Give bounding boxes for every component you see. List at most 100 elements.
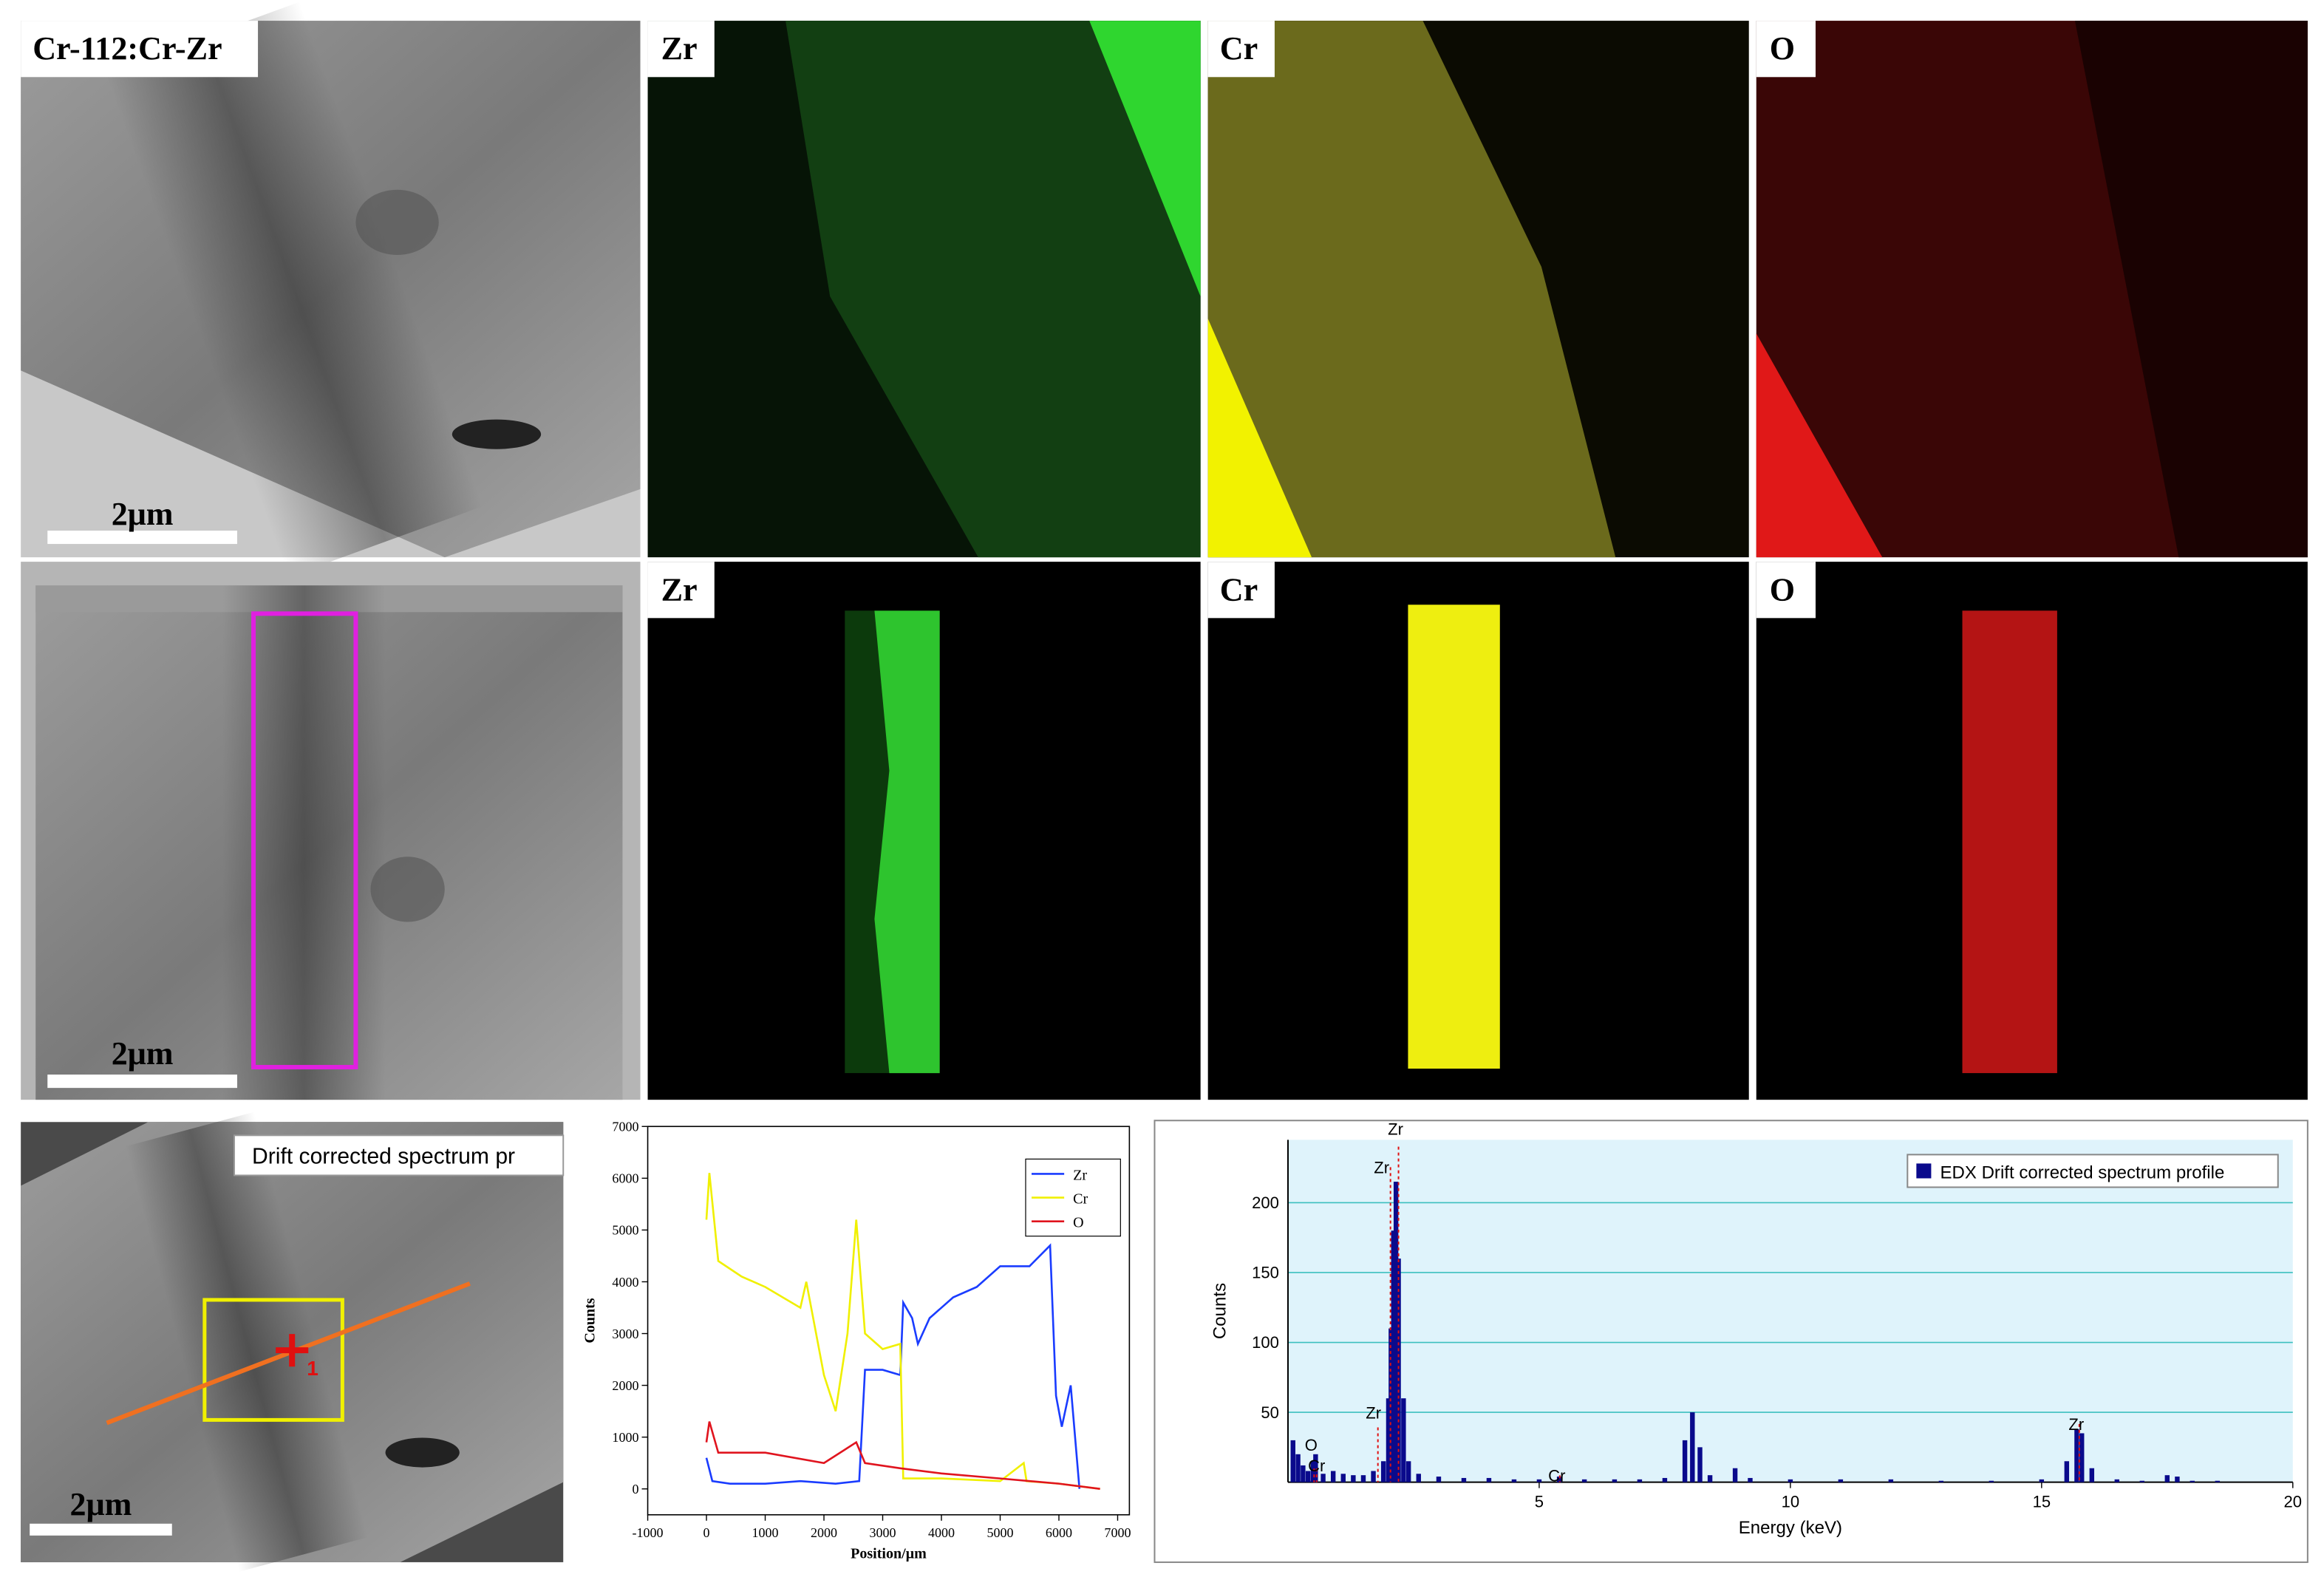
spectrum-bar xyxy=(1386,1398,1391,1482)
spectrum-bar xyxy=(1732,1468,1738,1482)
x-tick-label: -1000 xyxy=(632,1525,663,1540)
x-tick-label: 4000 xyxy=(928,1525,955,1540)
spectrum-bar xyxy=(1697,1447,1703,1482)
x-axis-label: Energy (keV) xyxy=(1739,1518,1842,1538)
sem-image: 1 Drift corrected spectrum pr 2μm xyxy=(21,1111,565,1572)
scale-bar-label: 2μm xyxy=(112,1035,174,1072)
peak-label: Zr xyxy=(1366,1403,1381,1422)
peak-label: O xyxy=(1305,1436,1318,1454)
y-tick-label: 3000 xyxy=(612,1327,638,1341)
panel-label: O xyxy=(1770,571,1795,607)
spectrum-bar xyxy=(1310,1461,1316,1482)
spectrum-bar xyxy=(1351,1475,1356,1482)
spectrum-bar xyxy=(2164,1475,2170,1482)
data-line xyxy=(705,1173,1100,1490)
spectrum-bar xyxy=(1612,1479,1618,1482)
cr-map: Cr xyxy=(1207,562,1749,1100)
spectrum-bar xyxy=(1556,1477,1562,1482)
spectrum-bar xyxy=(1405,1461,1411,1482)
x-tick-label: 3000 xyxy=(869,1525,896,1540)
peak-label: Zr xyxy=(1388,1120,1403,1139)
spectrum-bar xyxy=(1436,1477,1442,1482)
peak-label: Zr xyxy=(2068,1415,2084,1434)
panel-label: Cr xyxy=(1220,571,1258,607)
x-tick-label: 5000 xyxy=(986,1525,1013,1540)
panel-label: O xyxy=(1770,30,1795,67)
spectrum-bar xyxy=(1788,1479,1793,1482)
legend-label: Cr xyxy=(1073,1191,1088,1208)
x-tick-label: 7000 xyxy=(1104,1525,1131,1540)
y-tick-label: 2000 xyxy=(612,1378,638,1393)
x-tick-label: 15 xyxy=(2033,1493,2051,1511)
spectrum-bar xyxy=(1321,1474,1326,1482)
y-tick-label: 50 xyxy=(1261,1403,1279,1422)
spectrum-bar xyxy=(2089,1468,2095,1482)
spectrum-bar xyxy=(1581,1479,1587,1482)
panel-label: Cr xyxy=(1220,30,1258,67)
caption: Drift corrected spectrum pr xyxy=(252,1144,515,1168)
spectrum-bar xyxy=(1938,1480,1944,1482)
data-line xyxy=(705,1421,1100,1490)
spectrum-bar xyxy=(1313,1454,1318,1482)
y-tick-label: 1000 xyxy=(612,1430,638,1445)
y-tick-label: 200 xyxy=(1252,1193,1279,1212)
y-tick-label: 150 xyxy=(1252,1264,1279,1282)
spectrum-bar xyxy=(1707,1475,1713,1482)
spectrum-bar xyxy=(1682,1440,1688,1482)
y-axis-label: Counts xyxy=(1210,1283,1230,1339)
spectrum-bar xyxy=(1340,1474,1346,1482)
x-tick-label: 5 xyxy=(1535,1493,1544,1511)
spectrum-bar xyxy=(2039,1479,2045,1482)
plot-area xyxy=(1287,1140,2293,1482)
spectrum-bar xyxy=(2064,1461,2070,1482)
x-tick-label: 6000 xyxy=(1046,1525,1072,1540)
zr-map: Zr xyxy=(647,562,1201,1100)
zr-map: Zr xyxy=(647,21,1201,558)
y-tick-label: 7000 xyxy=(612,1120,638,1134)
o-map: O xyxy=(1756,562,2308,1100)
spectrum-bar xyxy=(1401,1398,1406,1482)
scale-bar-label: 2μm xyxy=(70,1486,132,1522)
spectrum-bar xyxy=(2139,1480,2145,1482)
spectrum-bar xyxy=(1536,1479,1542,1482)
spectrum-bar xyxy=(2175,1477,2180,1482)
peak-label: Cr xyxy=(1308,1457,1325,1475)
x-tick-label: 0 xyxy=(703,1525,710,1540)
cr-map: Cr xyxy=(1207,21,1749,558)
spectrum-bar xyxy=(1290,1440,1295,1482)
spectrum-bar xyxy=(2114,1479,2120,1482)
legend-label: Zr xyxy=(1073,1167,1087,1183)
y-axis-label: Counts xyxy=(582,1298,598,1343)
legend-swatch xyxy=(1916,1163,1932,1179)
panel-label: Cr-112:Cr-Zr xyxy=(33,30,222,67)
sem-image: Cr-112:Cr-Zr 2μm xyxy=(21,1,641,577)
spectrum-bar xyxy=(2215,1480,2221,1482)
spectrum-bar xyxy=(1330,1471,1336,1482)
panel-label: Zr xyxy=(661,30,698,67)
o-map: O xyxy=(1756,21,2308,558)
scale-bar-label: 2μm xyxy=(112,496,174,532)
spectrum-bar xyxy=(1305,1471,1311,1482)
y-tick-label: 0 xyxy=(632,1482,638,1496)
legend-label: O xyxy=(1073,1215,1083,1231)
spectrum-bar xyxy=(1838,1479,1844,1482)
spectrum-bar xyxy=(1295,1454,1301,1482)
x-tick-label: 1000 xyxy=(752,1525,778,1540)
marker-label: 1 xyxy=(307,1357,318,1380)
spectrum-bar xyxy=(2190,1480,2195,1482)
legend-label: EDX Drift corrected spectrum profile xyxy=(1940,1162,2224,1182)
peak-label: Zr xyxy=(1374,1158,1389,1177)
x-axis-label: Position/μm xyxy=(851,1546,927,1562)
spectrum-bar xyxy=(1371,1471,1376,1482)
spectrum-bar xyxy=(1461,1477,1467,1482)
spectrum-bar xyxy=(1301,1465,1306,1482)
x-tick-label: 10 xyxy=(1782,1493,1800,1511)
y-tick-label: 5000 xyxy=(612,1223,638,1238)
spectrum-bar xyxy=(2074,1429,2079,1482)
y-tick-label: 4000 xyxy=(612,1275,638,1290)
spectrum-bar xyxy=(1486,1477,1492,1482)
panel-label: Zr xyxy=(661,571,698,607)
x-tick-label: 2000 xyxy=(811,1525,837,1540)
spectrum-bar xyxy=(1511,1479,1517,1482)
